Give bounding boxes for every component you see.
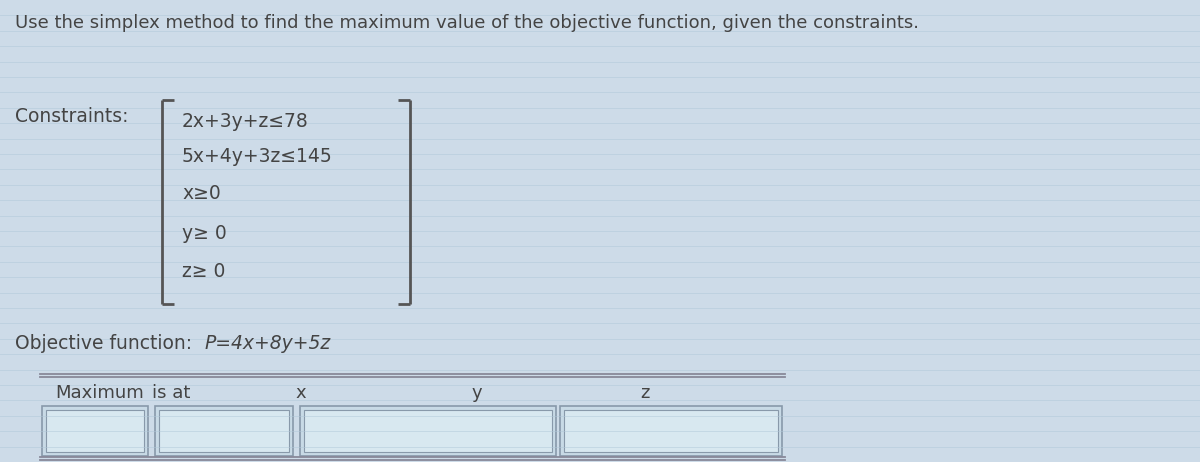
Text: 5x+4y+3z≤145: 5x+4y+3z≤145 [182,147,332,166]
FancyBboxPatch shape [42,406,148,456]
Text: x≥0: x≥0 [182,184,221,203]
FancyBboxPatch shape [560,406,782,456]
Text: P=4x+8y+5z: P=4x+8y+5z [205,334,331,353]
Text: is at: is at [152,384,191,402]
FancyBboxPatch shape [304,410,552,452]
Text: y: y [472,384,482,402]
Text: z≥ 0: z≥ 0 [182,262,226,281]
FancyBboxPatch shape [564,410,778,452]
Text: Use the simplex method to find the maximum value of the objective function, give: Use the simplex method to find the maxim… [14,14,919,32]
Text: Objective function:: Objective function: [14,334,192,353]
FancyBboxPatch shape [300,406,556,456]
Text: y≥ 0: y≥ 0 [182,224,227,243]
Text: x: x [295,384,306,402]
FancyBboxPatch shape [155,406,293,456]
Text: Maximum: Maximum [55,384,144,402]
Text: 2x+3y+z≤78: 2x+3y+z≤78 [182,112,308,131]
Text: Constraints:: Constraints: [14,107,128,126]
Text: z: z [640,384,649,402]
FancyBboxPatch shape [46,410,144,452]
FancyBboxPatch shape [158,410,289,452]
